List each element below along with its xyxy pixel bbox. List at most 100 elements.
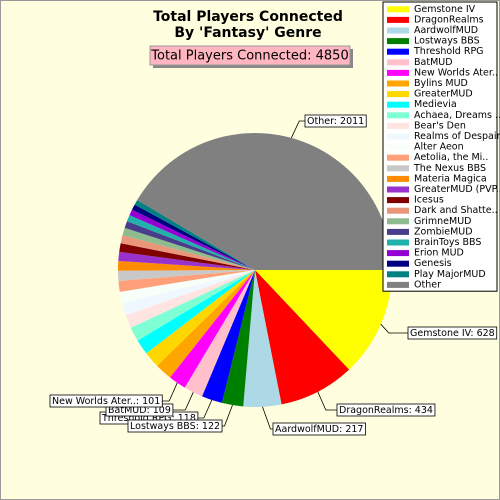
pie-slice: [130, 270, 255, 341]
leader-line: [262, 406, 273, 430]
value-label-group: AardwolfMUD: 217: [262, 406, 366, 436]
legend-label: Bear's Den: [414, 120, 466, 131]
legend-swatch: [387, 80, 409, 87]
legend-swatch: [387, 260, 409, 267]
legend-label: Aetolia, the Mi..: [414, 152, 488, 163]
legend-label: ZombieMUD: [414, 226, 473, 237]
legend-swatch: [387, 16, 409, 23]
chart-subtitle: By 'Fantasy' Genre: [174, 25, 321, 41]
legend-label: GreaterMUD (PVP..: [414, 184, 500, 195]
legend-label: BrainToys BBS: [414, 237, 481, 248]
pie-slice: [146, 270, 255, 366]
pie-slice: [118, 270, 256, 292]
legend-label: Bylins MUD: [414, 78, 468, 89]
value-label-group: Other: 2011: [290, 114, 367, 139]
legend-label: Realms of Despair: [414, 131, 500, 142]
pie-slice: [119, 243, 255, 270]
legend-swatch: [387, 207, 409, 214]
pie-slice: [134, 199, 255, 270]
legend-swatch: [387, 250, 409, 257]
value-label-group: DragonRealms: 434: [317, 391, 436, 417]
pie-slice: [131, 204, 255, 270]
legend-swatch: [387, 165, 409, 172]
value-label: DragonRealms: 434: [339, 405, 433, 416]
pie-slice: [119, 270, 255, 304]
legend-label: Lostways BBS: [414, 36, 480, 47]
value-label: Lostways BBS: 122: [130, 421, 220, 432]
legend-swatch: [387, 133, 409, 140]
legend-label: Genesis: [414, 258, 452, 269]
annotation: Total Players Connected: 4850: [150, 49, 348, 64]
legend-swatch: [387, 154, 409, 161]
pie-slice: [124, 221, 256, 270]
annotation-box: [149, 45, 351, 66]
legend-swatch: [387, 38, 409, 45]
legend-label: BatMUD: [414, 57, 453, 68]
pie-slice: [255, 270, 393, 370]
legend-label: Play MajorMUD: [414, 269, 486, 280]
value-label: New Worlds Ater..: 101: [52, 396, 160, 407]
pie-slice: [118, 260, 255, 271]
legend-swatch: [387, 27, 409, 34]
legend-label: Gemstone IV: [414, 4, 476, 15]
legend-label: Other: [414, 279, 441, 290]
legend-label: Erion MUD: [414, 248, 464, 259]
pie-slice: [202, 270, 255, 403]
chart-title: Total Players Connected: [153, 9, 343, 25]
pie-slice: [122, 227, 255, 270]
legend-swatch: [387, 69, 409, 76]
leader-line: [222, 404, 233, 427]
legend-swatch: [387, 59, 409, 66]
legend-swatch: [387, 112, 409, 119]
pie-slice: [129, 209, 255, 270]
value-label-group: New Worlds Ater..: 101: [49, 382, 178, 408]
value-label: Gemstone IV: 628: [410, 328, 495, 339]
pie-slice: [184, 270, 255, 397]
legend-swatch: [387, 122, 409, 129]
legend-label: AardwolfMUD: [414, 25, 478, 36]
pie-slice: [118, 251, 255, 270]
legend-label: New Worlds Ater..: [414, 67, 498, 78]
value-label-group: Gemstone IV: 628: [380, 323, 498, 340]
legend-swatch: [387, 197, 409, 204]
leader-line: [317, 391, 337, 411]
legend-label: The Nexus BBS: [413, 163, 486, 174]
pie-slice: [125, 270, 255, 328]
leader-line: [290, 120, 305, 139]
pie-slice: [157, 270, 255, 378]
pie-slice: [122, 270, 255, 316]
pie-slice: [120, 235, 256, 270]
pie-slice: [126, 215, 255, 270]
legend-label: Threshold RPG: [413, 46, 484, 57]
leader-line: [197, 399, 213, 419]
value-label: BatMUD: 109: [108, 405, 171, 416]
legend-label: DragonRealms: [414, 14, 484, 25]
legend-swatch: [387, 101, 409, 108]
value-label-group: Lostways BBS: 122: [127, 404, 233, 433]
value-label: Threshold RPG: 118: [101, 413, 196, 424]
legend-swatch: [387, 175, 409, 182]
legend-label: Achaea, Dreams ...: [414, 110, 500, 121]
pie-slice: [221, 270, 255, 407]
pie-slice: [137, 270, 255, 354]
legend-swatch: [387, 239, 409, 246]
legend-label: Icesus: [414, 195, 444, 206]
legend-swatch: [387, 91, 409, 98]
legend-label: Materia Magica: [414, 173, 487, 184]
legend-swatch: [387, 48, 409, 55]
pie-slice: [243, 270, 282, 407]
legend-swatch: [387, 144, 409, 151]
legend-swatch: [387, 218, 409, 225]
legend-label: GreaterMUD: [414, 89, 473, 100]
pie-slice: [137, 133, 392, 270]
legend-label: GrimneMUD: [414, 216, 472, 227]
value-label: AardwolfMUD: 217: [275, 424, 363, 435]
legend-label: Alter Aeon: [414, 142, 464, 153]
pie-slice: [118, 270, 256, 281]
legend-swatch: [387, 281, 409, 288]
leader-line: [162, 382, 178, 402]
pie-slice: [170, 270, 255, 388]
legend-label: Dark and Shatte..: [414, 205, 498, 216]
